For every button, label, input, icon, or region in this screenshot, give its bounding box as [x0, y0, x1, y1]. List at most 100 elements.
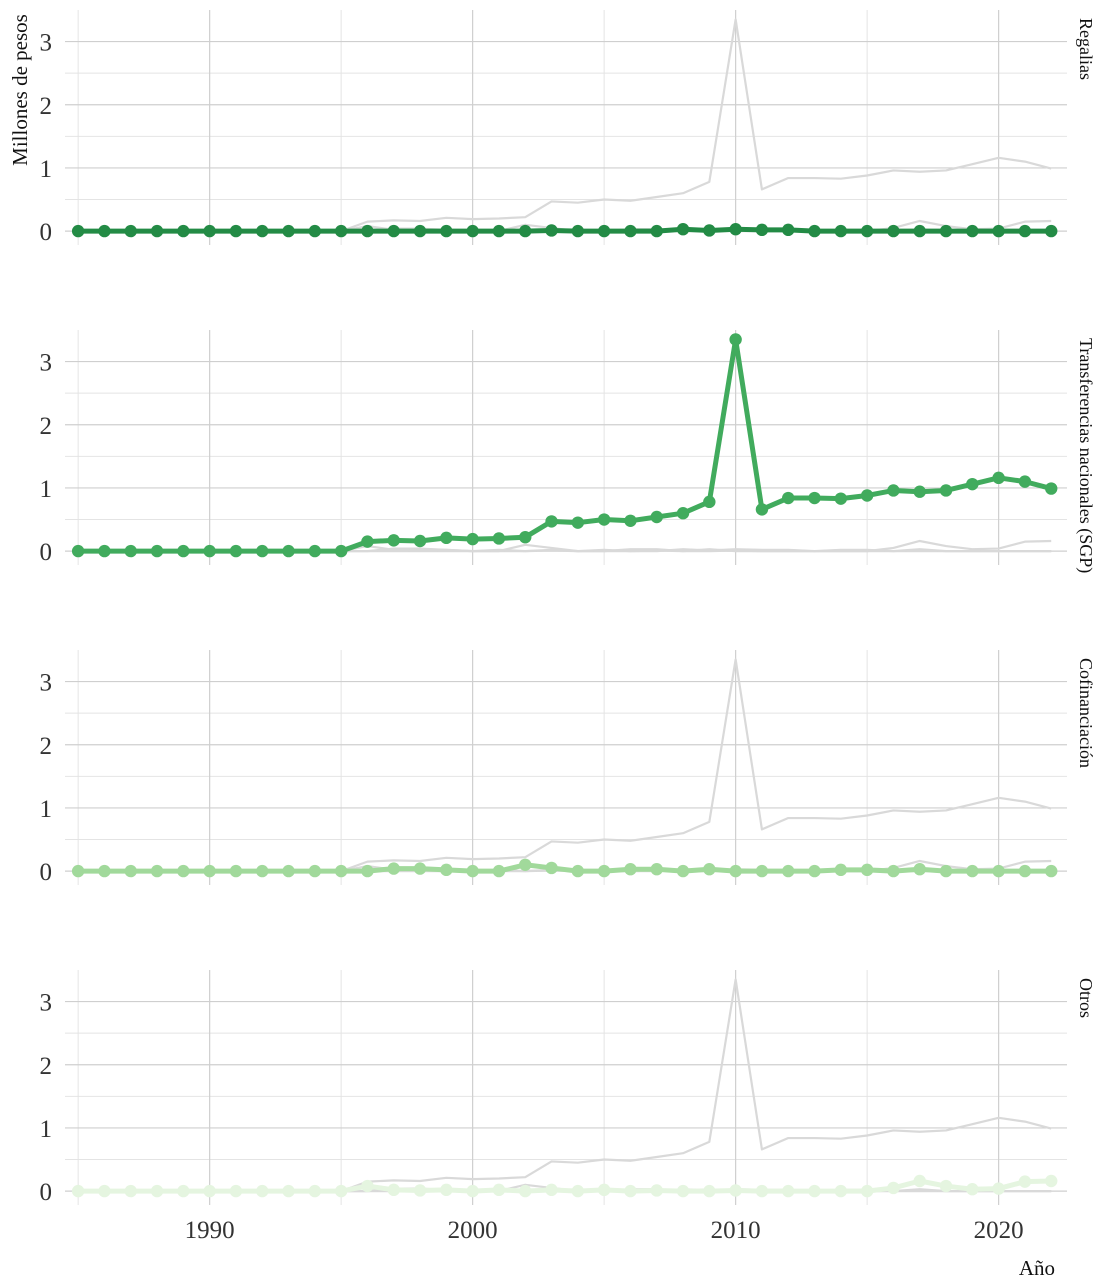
data-point — [1045, 224, 1058, 238]
data-point — [308, 544, 322, 558]
data-point — [860, 863, 874, 877]
y-tick-label: 0 — [40, 539, 53, 566]
data-point — [650, 510, 663, 524]
facet-strip-label: Transferencias nacionales (SGP) — [1075, 338, 1096, 573]
data-point — [624, 1184, 637, 1198]
series-line — [78, 226, 1052, 234]
data-point — [361, 1179, 374, 1193]
data-point — [203, 1184, 216, 1198]
data-point — [71, 1184, 85, 1198]
y-tick-label: 0 — [40, 219, 53, 246]
data-point — [729, 864, 742, 878]
data-point — [703, 224, 716, 237]
data-point — [282, 544, 295, 558]
data-point — [1045, 864, 1058, 878]
data-point — [860, 1184, 874, 1198]
data-point — [834, 492, 848, 505]
data-point — [229, 1184, 243, 1198]
data-point — [256, 224, 269, 238]
data-point — [808, 224, 821, 238]
y-tick-label: 3 — [40, 30, 53, 57]
panel-2: 0 1 2 3 Cofinanciación — [40, 650, 1096, 886]
data-point — [913, 485, 926, 498]
data-point — [229, 864, 243, 878]
data-point — [361, 864, 374, 878]
data-point — [177, 864, 190, 878]
data-point — [466, 864, 479, 878]
data-point — [1018, 224, 1032, 238]
data-point — [229, 224, 243, 238]
facet-strip-label: Regalias — [1076, 18, 1096, 80]
data-point — [1018, 1175, 1032, 1188]
data-point — [624, 224, 637, 238]
x-tick-label: 2000 — [448, 1217, 498, 1244]
data-point — [440, 1183, 453, 1197]
data-point — [939, 484, 953, 497]
data-point — [676, 1184, 690, 1198]
facet-panels: 0 1 2 3 Regalias 0 1 2 3 Transferencias nacionale… — [40, 10, 1096, 1244]
data-point — [492, 1183, 506, 1197]
data-point — [597, 513, 611, 526]
data-point — [519, 858, 532, 871]
data-point — [597, 224, 611, 238]
data-point — [545, 1183, 558, 1197]
y-tick-label: 2 — [40, 1053, 53, 1080]
data-point — [966, 1183, 979, 1196]
y-tick-label: 2 — [40, 733, 53, 760]
data-point — [71, 864, 85, 878]
data-point — [992, 1182, 1005, 1195]
x-tick-label: 1990 — [185, 1217, 235, 1244]
data-point — [519, 531, 532, 544]
y-tick-label: 3 — [40, 990, 53, 1017]
data-point — [887, 864, 900, 878]
data-point — [650, 863, 663, 876]
data-point — [992, 864, 1005, 878]
data-point — [361, 224, 374, 238]
data-point — [282, 224, 295, 238]
data-point — [860, 224, 874, 238]
data-point — [282, 864, 295, 878]
data-point — [466, 224, 479, 238]
data-point — [597, 864, 611, 878]
data-point — [387, 534, 400, 547]
data-point — [387, 224, 400, 238]
data-point — [887, 1181, 900, 1195]
data-point — [571, 864, 585, 878]
y-tick-label: 2 — [40, 93, 53, 120]
data-point — [203, 224, 216, 238]
data-point — [1045, 482, 1058, 495]
data-point — [282, 1184, 295, 1198]
data-point — [545, 515, 558, 528]
panel-3: 0 1 2 3 Otros — [40, 970, 1096, 1206]
data-point — [466, 1184, 479, 1198]
data-point — [150, 1184, 164, 1198]
data-point — [71, 544, 85, 558]
data-point — [939, 1179, 953, 1193]
data-point — [782, 1184, 795, 1198]
data-point — [650, 224, 663, 238]
data-point — [334, 224, 348, 238]
data-point — [703, 495, 716, 509]
data-point — [966, 224, 979, 238]
data-point — [492, 224, 506, 238]
data-point — [834, 224, 848, 238]
data-point — [571, 224, 585, 238]
data-point — [992, 471, 1005, 485]
data-point — [413, 224, 427, 238]
panel-0: 0 1 2 3 Regalias — [40, 10, 1096, 246]
data-point — [676, 506, 690, 520]
x-axis-title: Año — [1019, 1256, 1055, 1280]
data-point — [808, 864, 821, 878]
data-point — [256, 544, 269, 558]
data-point — [413, 534, 427, 548]
data-point — [939, 864, 953, 878]
data-point — [519, 224, 532, 238]
data-point — [1018, 864, 1032, 878]
data-point — [203, 544, 216, 558]
data-point — [624, 863, 637, 876]
x-tick-label: 2020 — [974, 1217, 1024, 1244]
data-point — [177, 1184, 190, 1198]
data-point — [150, 864, 164, 878]
data-point — [703, 1184, 716, 1198]
